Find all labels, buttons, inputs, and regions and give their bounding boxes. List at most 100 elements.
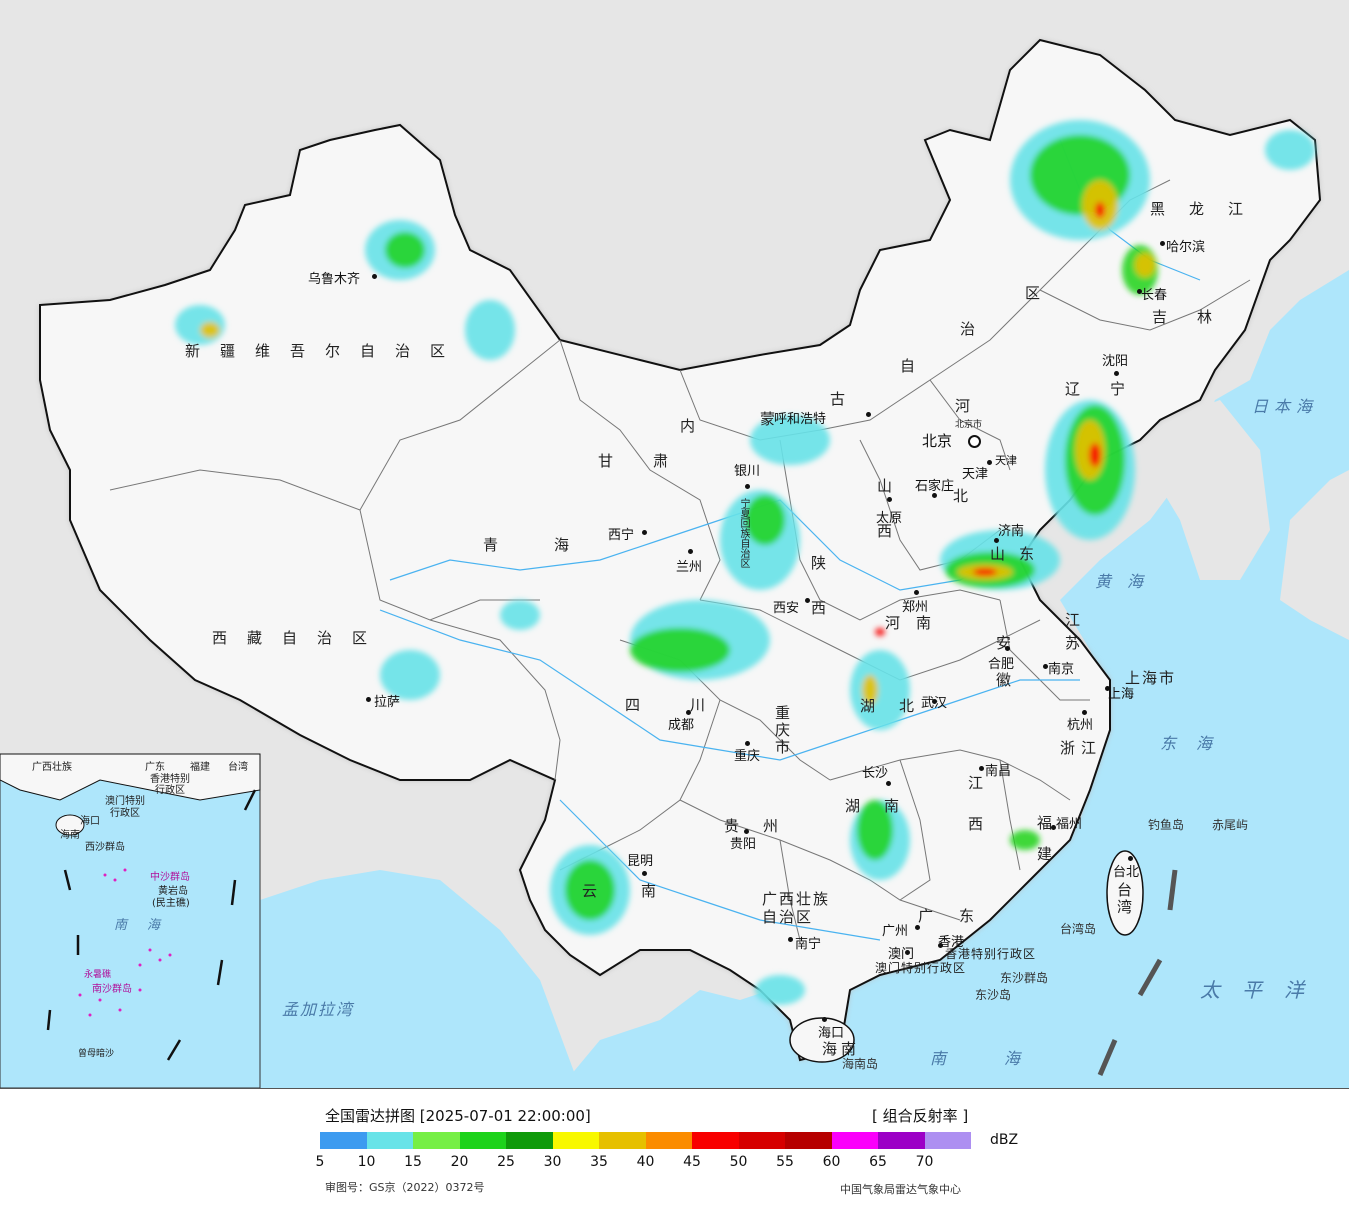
city-dot [1160, 241, 1165, 246]
legend-title: 全国雷达拼图 [2025-07-01 22:00:00] [325, 1107, 591, 1125]
inset-zengmu: 曾母暗沙 [78, 1049, 115, 1059]
legend-tick: 40 [636, 1154, 655, 1170]
legend-tick: 70 [915, 1154, 934, 1170]
city-changsha: 长沙 [862, 766, 889, 781]
color-swatch [738, 1132, 785, 1149]
color-swatch [878, 1132, 925, 1149]
city-hohhot: 呼和浩特 [774, 412, 827, 427]
color-bar [320, 1132, 971, 1149]
city-wuhan: 武汉 [921, 696, 948, 711]
city-dot [886, 781, 891, 786]
city-taipei: 台北 [1113, 865, 1140, 880]
sea-yellow: 黄海 [1095, 572, 1160, 591]
city-dot [987, 460, 992, 465]
province-label-inner-mongolia-b: 蒙 [760, 410, 796, 428]
sea-south: 南海 [930, 1049, 1079, 1068]
city-haikou: 海口 [818, 1026, 845, 1041]
city-fuzhou: 福州 [1056, 817, 1083, 832]
city-nanchang: 南昌 [985, 764, 1012, 779]
sea-pacific: 太平洋 [1200, 978, 1326, 1002]
city-dot [932, 699, 937, 704]
city-dot [932, 493, 937, 498]
province-label-inner-mongolia-d: 自 [900, 357, 936, 375]
city-dot [822, 1017, 827, 1022]
city-dot [745, 484, 750, 489]
city-chongqing: 重庆 [734, 749, 761, 764]
city-dot [994, 538, 999, 543]
inset-haikou: 海口 [80, 816, 100, 827]
city-macao: 澳门 [888, 947, 915, 962]
province-label-guangxi: 广西壮族自治区 [762, 890, 831, 926]
province-label-guangdong: 广东 [918, 907, 1001, 925]
city-shijiazhuang: 石家庄 [915, 479, 955, 494]
color-swatch [552, 1132, 599, 1149]
city-hangzhou: 杭州 [1067, 718, 1094, 733]
city-shenyang: 沈阳 [1102, 354, 1129, 369]
color-swatch [413, 1132, 460, 1149]
bay-of-bengal [260, 870, 580, 1088]
city-tianjin: 天津 [962, 467, 989, 482]
color-swatch [785, 1132, 832, 1149]
island-dongsha: 东沙岛 [975, 988, 1012, 1002]
province-label-liaoning: 辽宁 [1065, 380, 1156, 398]
inset-south-sea-map [0, 753, 261, 1088]
province-label-gansu: 甘肃 [598, 452, 709, 470]
sea-inset-south: 南海 [114, 918, 181, 933]
city-kunming: 昆明 [627, 854, 654, 869]
city-nanjing: 南京 [1048, 662, 1075, 677]
color-swatch [924, 1132, 971, 1149]
city-yinchuan: 银川 [734, 464, 761, 479]
province-label-jiangxi: 江西 [966, 775, 984, 857]
province-label-henan: 河南 [885, 614, 948, 632]
color-swatch [366, 1132, 413, 1149]
city-dot [372, 274, 377, 279]
legend-tick: 60 [822, 1154, 841, 1170]
sea-east: 东海 [1160, 734, 1233, 753]
color-swatch [320, 1132, 367, 1149]
province-label-inner-mongolia-e: 治 [960, 320, 996, 338]
inset-macau-a: 澳门特别 [105, 796, 145, 807]
island-hainan: 海南岛 [842, 1057, 879, 1071]
legend-tick: 30 [543, 1154, 562, 1170]
province-label-chongqing: 重庆市 [773, 705, 791, 756]
province-label-zhejiang: 浙江 [1060, 739, 1103, 757]
legend-product: [ 组合反射率 ] [872, 1107, 969, 1125]
radar-map[interactable]: 新疆维吾尔自治区 西藏自治区 青海 甘肃 内 蒙 古 自 治 区 黑龙江 吉林 … [0, 0, 1349, 1089]
inset-nansha: 南沙群岛 [92, 984, 132, 995]
city-taiyuan: 太原 [876, 511, 903, 526]
inset-guangdong: 广东 [145, 762, 165, 773]
inset-hk-b: 行政区 [155, 785, 185, 796]
province-label-anhui: 安徽 [994, 635, 1012, 709]
province-label-shaanxi: 陕西 [809, 555, 827, 645]
legend-panel: 全国雷达拼图 [2025-07-01 22:00:00] [ 组合反射率 ] 5… [0, 1089, 1349, 1208]
city-dot [1128, 856, 1133, 861]
sea-japan: 日本海 [1252, 397, 1319, 416]
color-swatch [645, 1132, 692, 1149]
city-dot [866, 412, 871, 417]
province-label-inner-mongolia-f: 区 [1025, 284, 1061, 302]
city-guiyang: 贵阳 [730, 837, 757, 852]
legend-tick: 25 [497, 1154, 515, 1170]
province-label-yunnan: 云南 [582, 882, 701, 900]
city-dot [642, 530, 647, 535]
province-label-hebei-b: 北 [953, 487, 989, 505]
city-dot [887, 497, 892, 502]
city-dot [1051, 825, 1056, 830]
city-dot [1114, 371, 1119, 376]
province-label-heilongjiang: 黑龙江 [1150, 200, 1268, 218]
city-chengdu: 成都 [668, 718, 695, 733]
island-dongsha-group: 东沙群岛 [1000, 971, 1049, 985]
inset-xisha: 西沙群岛 [85, 842, 125, 853]
province-label-xinjiang: 新疆维吾尔自治区 [185, 342, 466, 360]
inset-fujian: 福建 [190, 762, 210, 773]
city-dot [788, 937, 793, 942]
city-lanzhou: 兰州 [676, 560, 703, 575]
city-beijing-small: 北京市 [955, 420, 983, 430]
city-zhengzhou: 郑州 [902, 600, 929, 615]
province-label-inner-mongolia-a: 内 [680, 417, 716, 435]
inset-guangxi: 广西壮族 [32, 762, 72, 773]
province-label-jiangsu: 江苏 [1063, 612, 1081, 658]
inset-macau-b: 行政区 [110, 808, 140, 819]
province-label-hubei: 湖北 [860, 697, 939, 715]
city-dot [1043, 664, 1048, 669]
